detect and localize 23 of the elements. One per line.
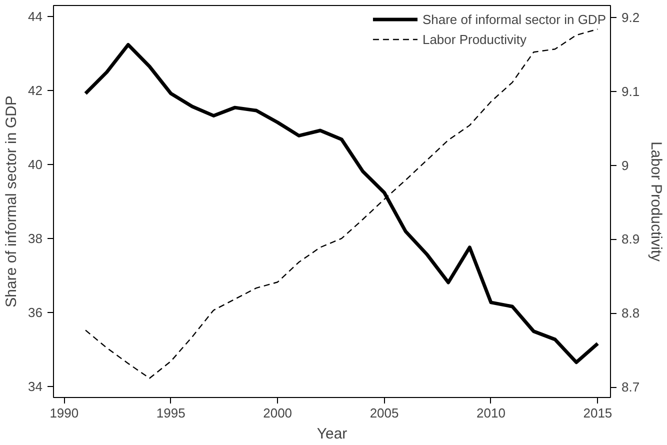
- y-tick-label: 36: [28, 304, 43, 320]
- y-axis-title: Share of informal sector in GDP: [3, 96, 20, 308]
- y2-tick-label: 9: [622, 158, 629, 173]
- y-tick-label: 42: [28, 83, 43, 98]
- x-tick-label: 2000: [263, 406, 292, 420]
- y2-axis-title: Labor Productivity: [648, 141, 665, 262]
- y2-tick-label: 8.9: [622, 232, 640, 247]
- y2-tick-label: 8.7: [622, 380, 640, 395]
- y2-tick-label: 9.1: [622, 84, 640, 99]
- legend-label: Share of informal sector in GDP: [422, 12, 606, 26]
- x-tick-label: 1990: [50, 406, 79, 420]
- y2-tick-label: 8.8: [622, 306, 640, 321]
- x-axis-title: Year: [316, 426, 348, 442]
- legend-label: Labor Productivity: [422, 32, 527, 46]
- x-tick-label: 2005: [370, 406, 399, 420]
- y-tick-label: 34: [28, 378, 43, 394]
- x-tick-label: 1995: [156, 406, 186, 420]
- x-tick-label: 2015: [583, 406, 612, 420]
- y-tick-label: 40: [28, 157, 43, 172]
- y-tick-label: 44: [28, 9, 43, 24]
- y-tick-label: 38: [28, 230, 43, 246]
- y2-tick-label: 9.2: [622, 10, 640, 25]
- x-tick-label: 2010: [476, 406, 506, 420]
